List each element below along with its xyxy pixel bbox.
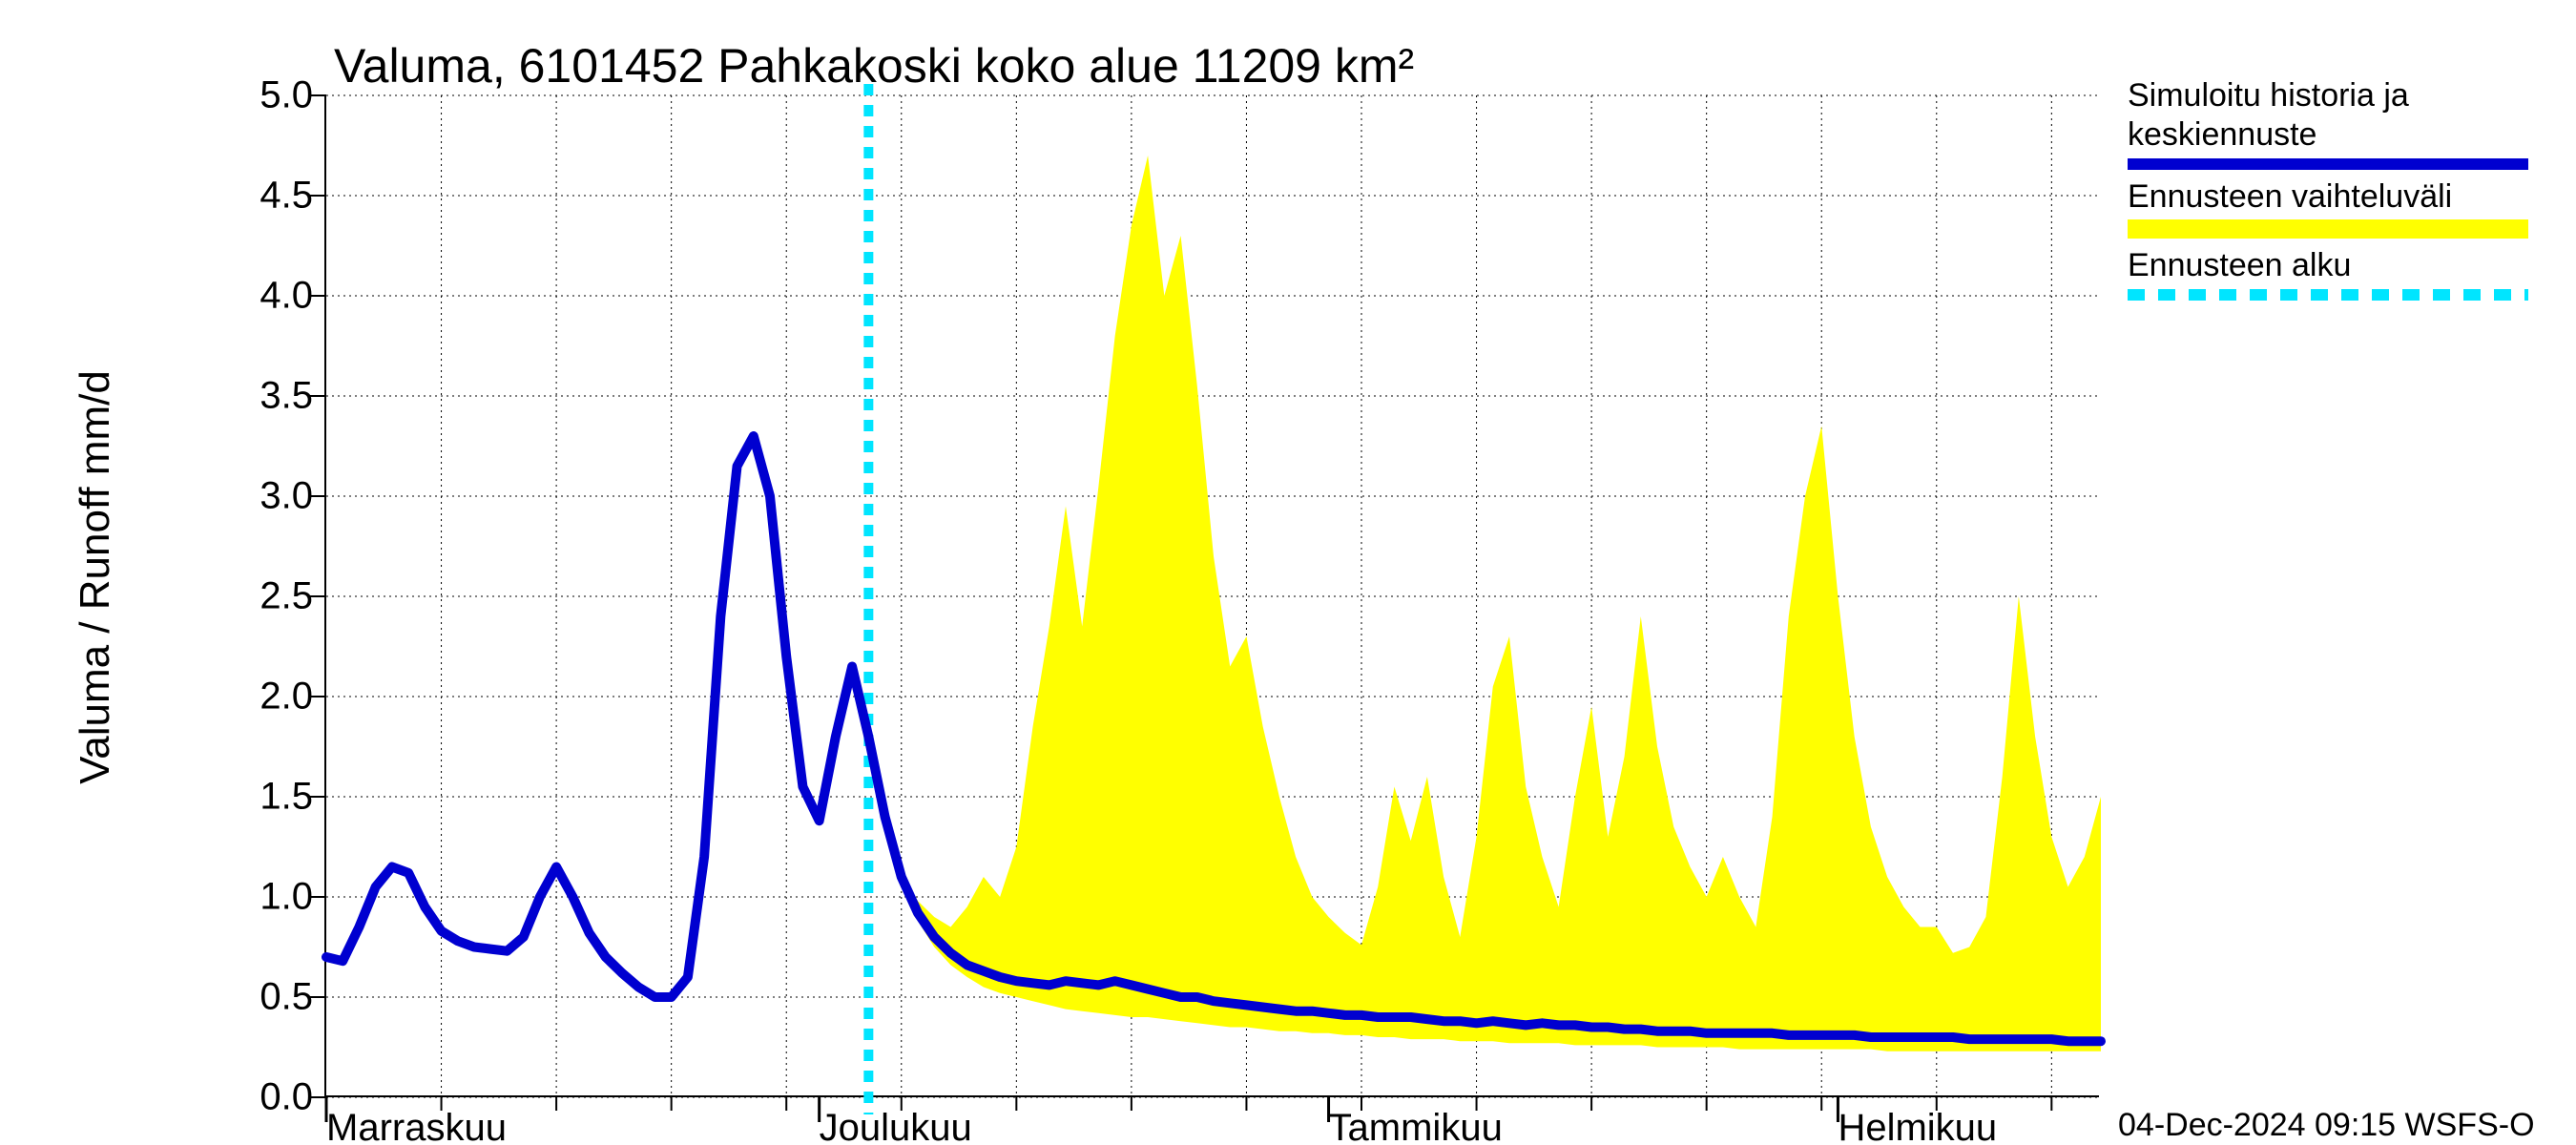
legend-swatch	[2128, 219, 2528, 239]
legend-entry: Simuloitu historia jakeskiennuste	[2128, 76, 2528, 170]
x-tick-label: Marraskuu2024	[326, 1095, 507, 1145]
footer-timestamp: 04-Dec-2024 09:15 WSFS-O	[2118, 1107, 2535, 1144]
legend-label: Ennusteen alku	[2128, 246, 2528, 285]
runoff-chart: Valuma, 6101452 Pahkakoski koko alue 112…	[0, 0, 2576, 1145]
plot-area: 0.00.51.01.52.02.53.03.54.04.55.0 Marras…	[324, 95, 2099, 1097]
legend-entry: Ennusteen vaihteluväli	[2128, 177, 2528, 239]
y-tick-label: 3.0	[260, 475, 326, 518]
legend: Simuloitu historia jakeskiennuste Ennuste…	[2128, 76, 2528, 308]
y-axis-label: Valuma / Runoff mm/d	[72, 339, 119, 816]
y-tick-label: 5.0	[260, 74, 326, 117]
y-tick-label: 2.5	[260, 575, 326, 618]
y-tick-label: 3.5	[260, 375, 326, 418]
plot-svg	[326, 95, 2101, 1097]
y-tick-label: 0.5	[260, 976, 326, 1019]
x-tick-label: JoulukuuDecember	[820, 1095, 996, 1145]
y-tick-label: 4.0	[260, 275, 326, 318]
y-tick-label: 0.0	[260, 1076, 326, 1119]
y-tick-label: 1.5	[260, 776, 326, 819]
legend-swatch	[2128, 289, 2528, 301]
legend-label: Simuloitu historia ja	[2128, 76, 2528, 115]
y-tick-label: 4.5	[260, 175, 326, 218]
forecast-band	[868, 156, 2101, 1051]
x-tick-label: HelmikuuFebruary	[1838, 1095, 1997, 1145]
y-tick-label: 1.0	[260, 876, 326, 919]
x-tick-label: Tammikuu2025	[1329, 1095, 1503, 1145]
legend-swatch	[2128, 158, 2528, 170]
chart-title: Valuma, 6101452 Pahkakoski koko alue 112…	[334, 38, 1414, 94]
legend-entry: Ennusteen alku	[2128, 246, 2528, 301]
y-tick-label: 2.0	[260, 676, 326, 718]
legend-label: keskiennuste	[2128, 115, 2528, 155]
legend-label: Ennusteen vaihteluväli	[2128, 177, 2528, 217]
